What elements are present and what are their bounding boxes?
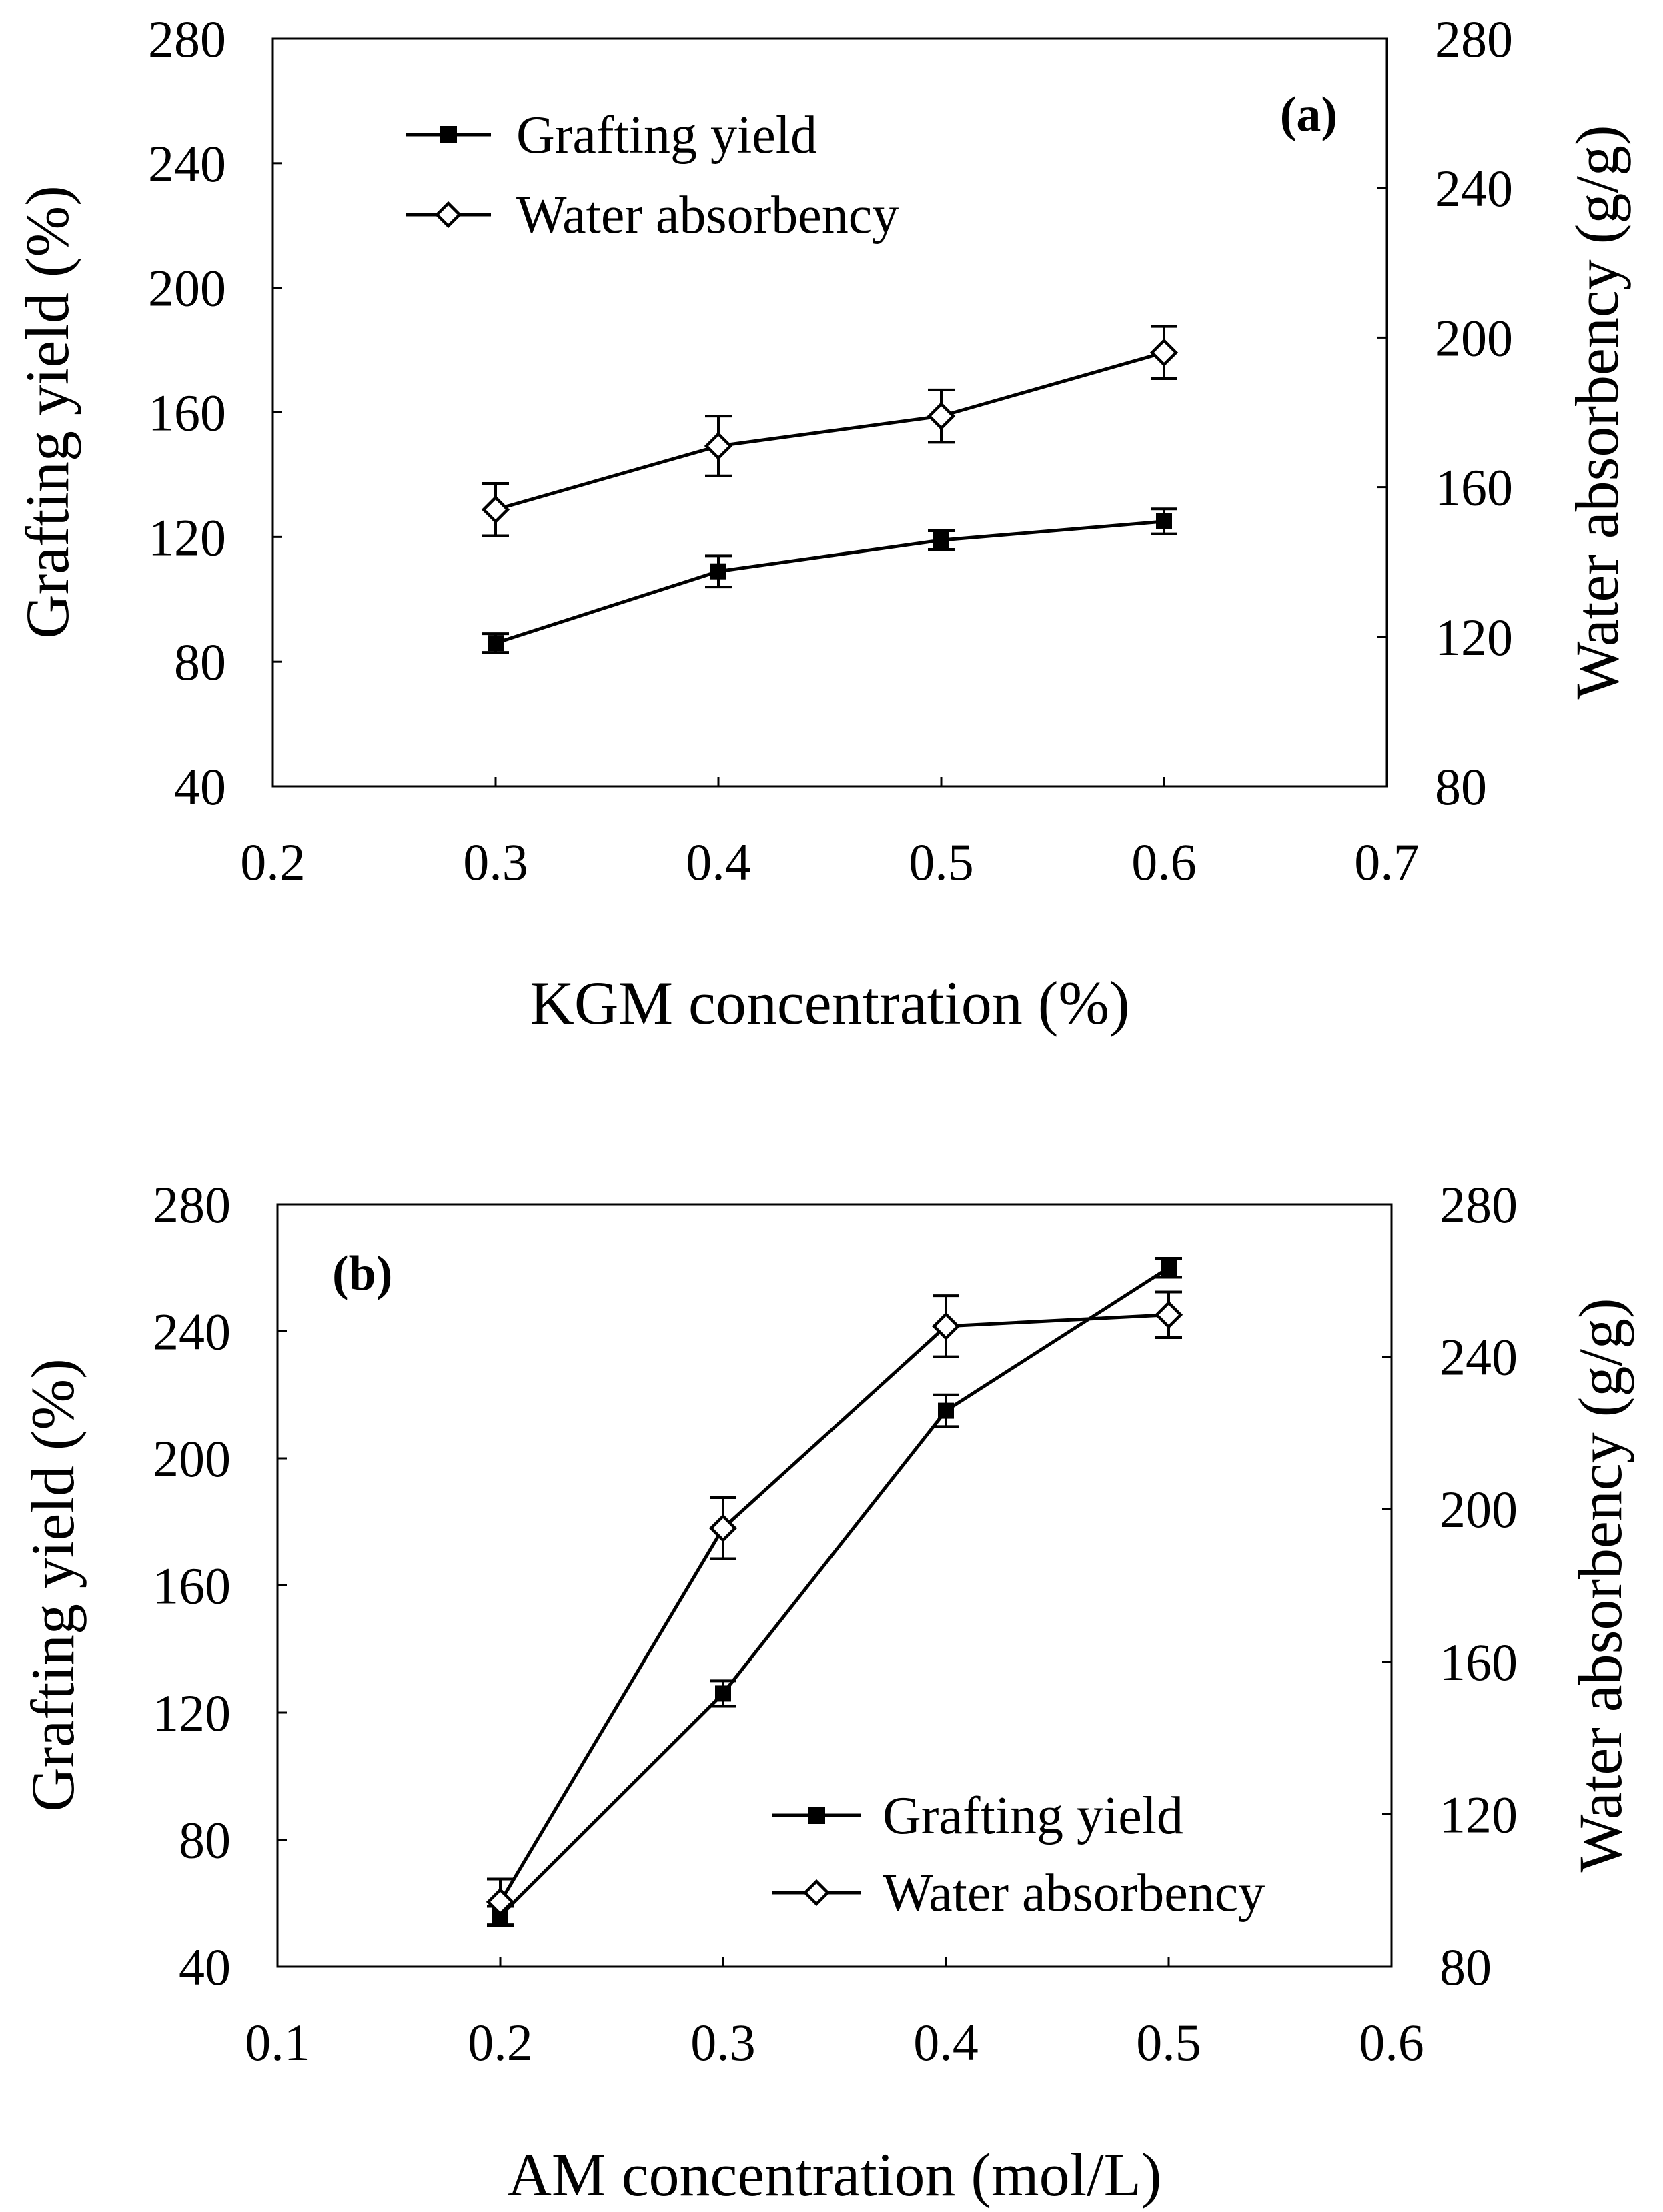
chart-panel-b: 0.1 0.2 0.3 0.4 0.5 0.6 40 80 120 160 200 240 280 80 1… bbox=[19, 1176, 1634, 2209]
data-point-water-absorbency bbox=[927, 401, 956, 431]
y-tick-label: 120 bbox=[148, 508, 226, 566]
x-tick-label: 0.1 bbox=[245, 2013, 310, 2071]
y2-tick-label: 80 bbox=[1435, 758, 1487, 816]
legend-marker-grafting-yield bbox=[808, 1807, 825, 1824]
y-tick-label: 120 bbox=[153, 1684, 231, 1742]
data-point-water-absorbency bbox=[704, 431, 733, 461]
series-line-water-absorbency bbox=[495, 351, 1165, 511]
y-tick-label: 160 bbox=[148, 384, 226, 442]
x-tick-label: 0.5 bbox=[1136, 2013, 1201, 2071]
x-tick-label: 0.3 bbox=[463, 833, 528, 891]
y2-tick-label: 200 bbox=[1435, 309, 1513, 367]
y-tick-label: 40 bbox=[174, 758, 226, 816]
y2-tick-label: 200 bbox=[1440, 1480, 1518, 1538]
y2-tick-label: 80 bbox=[1440, 1938, 1492, 1996]
y2-tick-label: 160 bbox=[1435, 459, 1513, 517]
x-axis-label: KGM concentration (%) bbox=[530, 969, 1129, 1037]
y2-tick-label: 280 bbox=[1440, 1176, 1518, 1234]
tick-group: 0.1 0.2 0.3 0.4 0.5 0.6 40 80 120 160 200 240 280 80 1… bbox=[153, 1176, 1518, 2071]
x-tick-label: 0.2 bbox=[468, 2013, 533, 2071]
data-point-water-absorbency bbox=[481, 495, 510, 524]
y2-tick-label: 280 bbox=[1435, 10, 1513, 68]
y-tick-label: 80 bbox=[179, 1811, 231, 1869]
y-tick-label: 200 bbox=[153, 1430, 231, 1488]
y-tick-label: 40 bbox=[179, 1938, 231, 1996]
y2-tick-label: 240 bbox=[1435, 159, 1513, 217]
data-point-water-absorbency bbox=[486, 1887, 515, 1917]
legend: Grafting yield Water absorbency bbox=[772, 1787, 1265, 1923]
data-point-water-absorbency bbox=[708, 1514, 738, 1542]
x-axis-label: AM concentration (mol/L) bbox=[507, 2141, 1161, 2209]
series-group bbox=[486, 1256, 1183, 1927]
data-point-grafting-yield bbox=[710, 563, 726, 580]
y-axis-label: Grafting yield (%) bbox=[13, 185, 81, 639]
legend-label-grafting-yield: Grafting yield bbox=[883, 1787, 1183, 1845]
data-point-grafting-yield bbox=[1161, 1260, 1177, 1276]
y2-axis-label: Water absorbency (g/g) bbox=[1563, 125, 1631, 699]
y2-tick-label: 240 bbox=[1440, 1328, 1518, 1386]
data-point-grafting-yield bbox=[1156, 513, 1172, 529]
y-tick-label: 160 bbox=[153, 1557, 231, 1615]
y-tick-label: 200 bbox=[148, 259, 226, 317]
legend-label-grafting-yield: Grafting yield bbox=[516, 106, 817, 165]
y2-tick-label: 120 bbox=[1435, 608, 1513, 666]
x-tick-label: 0.6 bbox=[1131, 833, 1197, 891]
data-point-grafting-yield bbox=[938, 1402, 954, 1419]
series-line-grafting-yield bbox=[495, 519, 1165, 645]
x-tick-label: 0.3 bbox=[690, 2013, 756, 2071]
data-point-water-absorbency bbox=[931, 1312, 961, 1341]
x-tick-label: 0.4 bbox=[686, 833, 751, 891]
data-point-water-absorbency bbox=[1149, 338, 1179, 367]
data-point-grafting-yield bbox=[933, 532, 949, 549]
y2-tick-label: 120 bbox=[1440, 1785, 1518, 1843]
y2-tick-label: 160 bbox=[1440, 1633, 1518, 1691]
legend: Grafting yield Water absorbency bbox=[406, 106, 899, 245]
legend-label-water-absorbency: Water absorbency bbox=[516, 186, 899, 245]
y-tick-label: 80 bbox=[174, 633, 226, 691]
series-group bbox=[481, 325, 1179, 654]
panel-label: (a) bbox=[1280, 87, 1337, 142]
x-tick-label: 0.6 bbox=[1359, 2013, 1424, 2071]
y-tick-label: 240 bbox=[148, 135, 226, 193]
x-tick-label: 0.4 bbox=[913, 2013, 979, 2071]
tick-group: 0.2 0.3 0.4 0.5 0.6 0.7 40 80 120 160 200 240 280 80 1… bbox=[148, 10, 1513, 891]
panel-label: (b) bbox=[332, 1246, 392, 1301]
x-tick-label: 0.2 bbox=[240, 833, 306, 891]
y-axis-label: Grafting yield (%) bbox=[19, 1358, 87, 1812]
legend-marker-water-absorbency bbox=[802, 1879, 830, 1907]
x-tick-label: 0.5 bbox=[909, 833, 974, 891]
series-line-grafting-yield bbox=[499, 1266, 1170, 1917]
legend-label-water-absorbency: Water absorbency bbox=[883, 1864, 1265, 1923]
series-line-water-absorbency bbox=[498, 1313, 1169, 1903]
chart-panel-a: 0.2 0.3 0.4 0.5 0.6 0.7 40 80 120 160 200 240 280 80 1… bbox=[13, 10, 1631, 1037]
data-point-grafting-yield bbox=[488, 635, 504, 652]
data-point-water-absorbency bbox=[1154, 1300, 1183, 1329]
x-tick-label: 0.7 bbox=[1354, 833, 1420, 891]
data-point-grafting-yield bbox=[715, 1685, 731, 1702]
y-tick-label: 280 bbox=[153, 1176, 231, 1234]
legend-marker-water-absorbency bbox=[434, 201, 462, 229]
legend-marker-grafting-yield bbox=[440, 126, 457, 143]
y-tick-label: 280 bbox=[148, 10, 226, 68]
y-tick-label: 240 bbox=[153, 1303, 231, 1361]
y2-axis-label: Water absorbency (g/g) bbox=[1566, 1298, 1634, 1872]
